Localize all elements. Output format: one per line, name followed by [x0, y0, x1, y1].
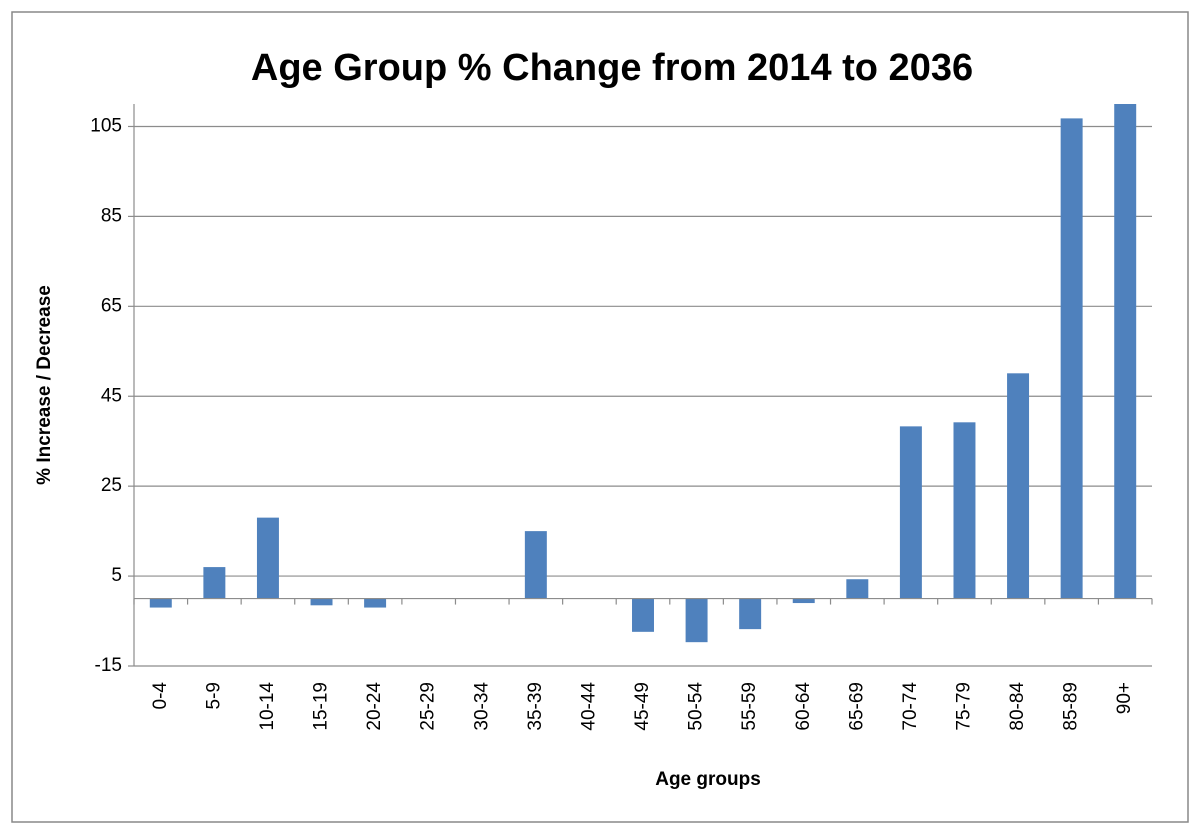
bar: [1060, 118, 1083, 599]
x-tick-label: 45-49: [632, 682, 653, 731]
x-tick-label: 85-89: [1061, 682, 1082, 731]
y-tick-label: 65: [101, 295, 122, 316]
x-axis-title: Age groups: [655, 769, 761, 790]
bar: [364, 598, 387, 608]
bar: [149, 598, 172, 608]
bar: [256, 517, 279, 599]
x-tick-label: 25-29: [418, 682, 439, 731]
x-tick-label: 40-44: [578, 682, 599, 731]
x-tick-label: 5-9: [203, 682, 224, 709]
x-tick-label: 10-14: [257, 682, 278, 731]
bar: [310, 598, 333, 606]
y-axis-title: % Increase / Decrease: [34, 285, 55, 485]
bar: [739, 598, 762, 630]
chart-border: [11, 11, 1189, 823]
y-tick-label: -15: [95, 655, 122, 676]
bar: [846, 579, 869, 599]
x-tick-label: 20-24: [364, 682, 385, 731]
x-tick-label: 65-69: [846, 682, 867, 731]
chart-title: Age Group % Change from 2014 to 2036: [251, 47, 973, 89]
bar: [792, 598, 815, 604]
x-tick-label: 60-64: [793, 682, 814, 731]
bar: [899, 426, 922, 599]
y-tick-label: 25: [101, 475, 122, 496]
bar: [524, 531, 547, 599]
x-tick-label: 50-54: [686, 682, 707, 731]
bar: [1007, 373, 1030, 599]
x-tick-label: 75-79: [953, 682, 974, 731]
bar: [1114, 104, 1137, 599]
x-tick-label: 30-34: [471, 682, 492, 731]
bar: [953, 422, 976, 599]
x-tick-label: 70-74: [900, 682, 921, 731]
y-tick-label: 45: [101, 385, 122, 406]
y-tick-label: 85: [101, 205, 122, 226]
y-tick-label: 105: [90, 115, 122, 136]
x-tick-label: 55-59: [739, 682, 760, 731]
y-tick-label: 5: [111, 565, 122, 586]
bar: [632, 598, 654, 632]
bar: [203, 567, 226, 599]
x-tick-label: 90+: [1114, 682, 1135, 714]
bar: [685, 598, 708, 643]
x-tick-label: 0-4: [150, 682, 171, 710]
x-tick-label: 35-39: [525, 682, 546, 731]
x-tick-label: 15-19: [311, 682, 332, 731]
x-tick-label: 80-84: [1007, 682, 1028, 731]
